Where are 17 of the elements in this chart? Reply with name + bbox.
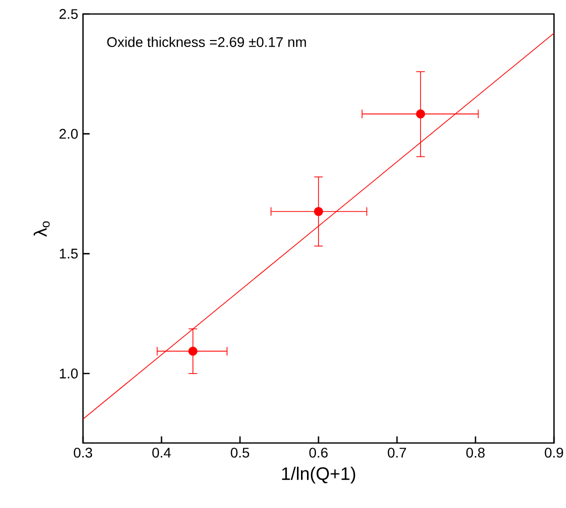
y-axis-title: λ$_{o}$ — [34, 221, 50, 237]
point — [416, 109, 426, 118]
x-tick-label: 0.9 — [544, 448, 564, 458]
x-tick-label: 0.5 — [230, 448, 250, 458]
x-tick-label: 0.6 — [309, 448, 328, 458]
annotation: Oxide thickness =2.69 ±0.17 nm — [107, 36, 306, 48]
x-tick-label: 0.7 — [388, 448, 406, 458]
y-tick-label: 2.5 — [60, 9, 78, 19]
x-axis-title: 1/ln(Q+1) — [282, 466, 356, 484]
y-tick-label: 1.0 — [60, 368, 78, 378]
y-tick-label: 1.5 — [60, 248, 78, 259]
x-tick-label: 0.8 — [466, 448, 485, 458]
x-tick-label: 0.4 — [152, 448, 171, 458]
point — [314, 206, 324, 216]
point — [188, 346, 198, 356]
x-tick-label: 0.3 — [74, 448, 92, 458]
y-tick-label: 2.0 — [60, 128, 78, 139]
